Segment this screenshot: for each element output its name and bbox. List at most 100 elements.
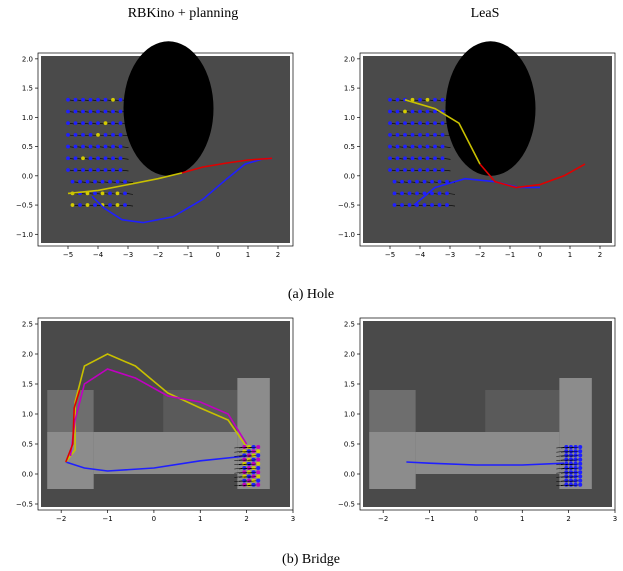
x-tick-label: 1 <box>246 251 250 259</box>
grid-dot <box>445 203 449 207</box>
x-tick-label: −1 <box>102 515 112 523</box>
y-tick-label: −0.5 <box>16 501 33 509</box>
grid-dot <box>395 132 400 137</box>
grid-dot <box>118 97 123 102</box>
x-tick-label: 2 <box>276 251 280 259</box>
grid-dot <box>246 453 251 458</box>
grid-dot <box>407 203 412 207</box>
grid-dot <box>392 191 397 196</box>
grid-dot <box>73 109 78 114</box>
grid-dot <box>564 482 569 487</box>
grid-dot <box>93 191 97 196</box>
x-tick-label: 0 <box>216 251 220 259</box>
grid-dot <box>445 191 449 196</box>
path-blue <box>65 455 247 472</box>
grid-dot <box>400 191 404 196</box>
grid-dot <box>108 191 112 196</box>
grid-dot <box>88 132 93 137</box>
grid-dot <box>388 144 392 149</box>
y-tick-label: 2.0 <box>22 351 33 359</box>
y-tick-label: 0.5 <box>344 441 355 449</box>
grid-dot <box>418 168 422 172</box>
grid-dot <box>256 470 261 475</box>
grid-dot <box>425 132 430 137</box>
x-tick-label: 0 <box>474 515 478 523</box>
x-tick-label: 2 <box>598 251 602 259</box>
grid-dot <box>100 191 105 196</box>
grid-dot <box>573 482 578 487</box>
grid-dot <box>400 203 404 207</box>
x-tick-label: −3 <box>445 251 455 259</box>
grid-dot <box>568 482 573 487</box>
grid-dot <box>425 156 430 161</box>
grid-dot <box>437 203 442 207</box>
grid-dot <box>568 449 573 454</box>
x-tick-label: 0 <box>152 515 156 523</box>
grid-dot <box>242 449 247 454</box>
grid-dot <box>395 121 400 126</box>
grid-dot <box>251 478 256 483</box>
path-yellow <box>404 99 481 165</box>
grid-dot <box>85 191 90 196</box>
grid-dot <box>115 203 120 207</box>
y-tick-label: 0.0 <box>344 471 355 479</box>
grid-dot <box>410 144 415 149</box>
grid-dot <box>118 156 123 161</box>
grid-dot <box>251 449 256 454</box>
grid-dot <box>103 144 108 149</box>
grid-dot <box>388 132 392 137</box>
panel-bridge-right: −2 −1 0 1 2 3 −0.5 0.0 0.5 1.0 1.5 2.0 2.5 <box>338 317 617 523</box>
y-tick-label: 1.5 <box>22 85 33 93</box>
caption-bridge: (b) Bridge <box>282 552 340 567</box>
grid-dot <box>418 97 422 102</box>
grid-dot <box>578 474 583 479</box>
grid-dot <box>111 156 115 161</box>
grid-dot <box>578 457 583 462</box>
caption-hole: (a) Hole <box>287 287 335 302</box>
grid-dot <box>568 466 573 470</box>
grid-dot <box>573 466 578 470</box>
panel-hole-right: −5 −4 −3 −2 −1 0 1 2 −1.0 −0.5 0.0 0.5 1.0 1.5 2.0 <box>338 41 616 259</box>
grid-dot <box>568 478 573 483</box>
grid-dot <box>66 121 70 126</box>
x-tick-label: −4 <box>415 251 426 259</box>
y-tick-label: 1.5 <box>22 381 33 389</box>
grid-dot <box>410 156 415 161</box>
grid-dot <box>96 144 100 149</box>
grid-dot <box>256 482 261 487</box>
x-tick-label: 3 <box>291 515 295 523</box>
grid-dot <box>573 478 578 483</box>
grid-dot <box>81 168 85 172</box>
grid-dot <box>425 121 430 126</box>
y-tick-label: 0.0 <box>22 471 33 479</box>
grid-dot <box>66 97 70 102</box>
grid-dot <box>256 461 261 466</box>
grid-dot <box>440 132 445 137</box>
grid-dot <box>73 121 78 126</box>
x-tick-label: 1 <box>520 515 524 523</box>
panel-bridge-left: −2 −1 0 1 2 3 −0.5 0.0 0.5 1.0 1.5 2.0 2.5 <box>16 317 295 523</box>
y-tick-label: 1.0 <box>22 114 33 122</box>
grid-dot <box>251 466 256 470</box>
y-tick-label: 2.0 <box>22 55 33 63</box>
y-tick-label: 1.0 <box>344 411 355 419</box>
grid-dot <box>407 191 412 196</box>
y-tick-label: 2.0 <box>344 55 355 63</box>
path-red <box>65 389 81 463</box>
y-tick-label: 1.0 <box>22 411 33 419</box>
grid-dot <box>96 168 100 172</box>
grid-dot <box>433 121 437 126</box>
grid-dot <box>118 132 123 137</box>
grid-dot <box>256 466 261 470</box>
grid-dot <box>425 109 430 114</box>
grid-dot <box>246 457 251 462</box>
grid-dot <box>418 132 422 137</box>
grid-dot <box>118 121 123 126</box>
grid-dot <box>242 453 247 458</box>
grid-dot <box>403 132 407 137</box>
grid-dot <box>251 474 256 479</box>
grid-dot <box>400 179 404 184</box>
grid-dot <box>573 461 578 466</box>
grid-dot <box>242 466 247 470</box>
grid-dot <box>418 121 422 126</box>
